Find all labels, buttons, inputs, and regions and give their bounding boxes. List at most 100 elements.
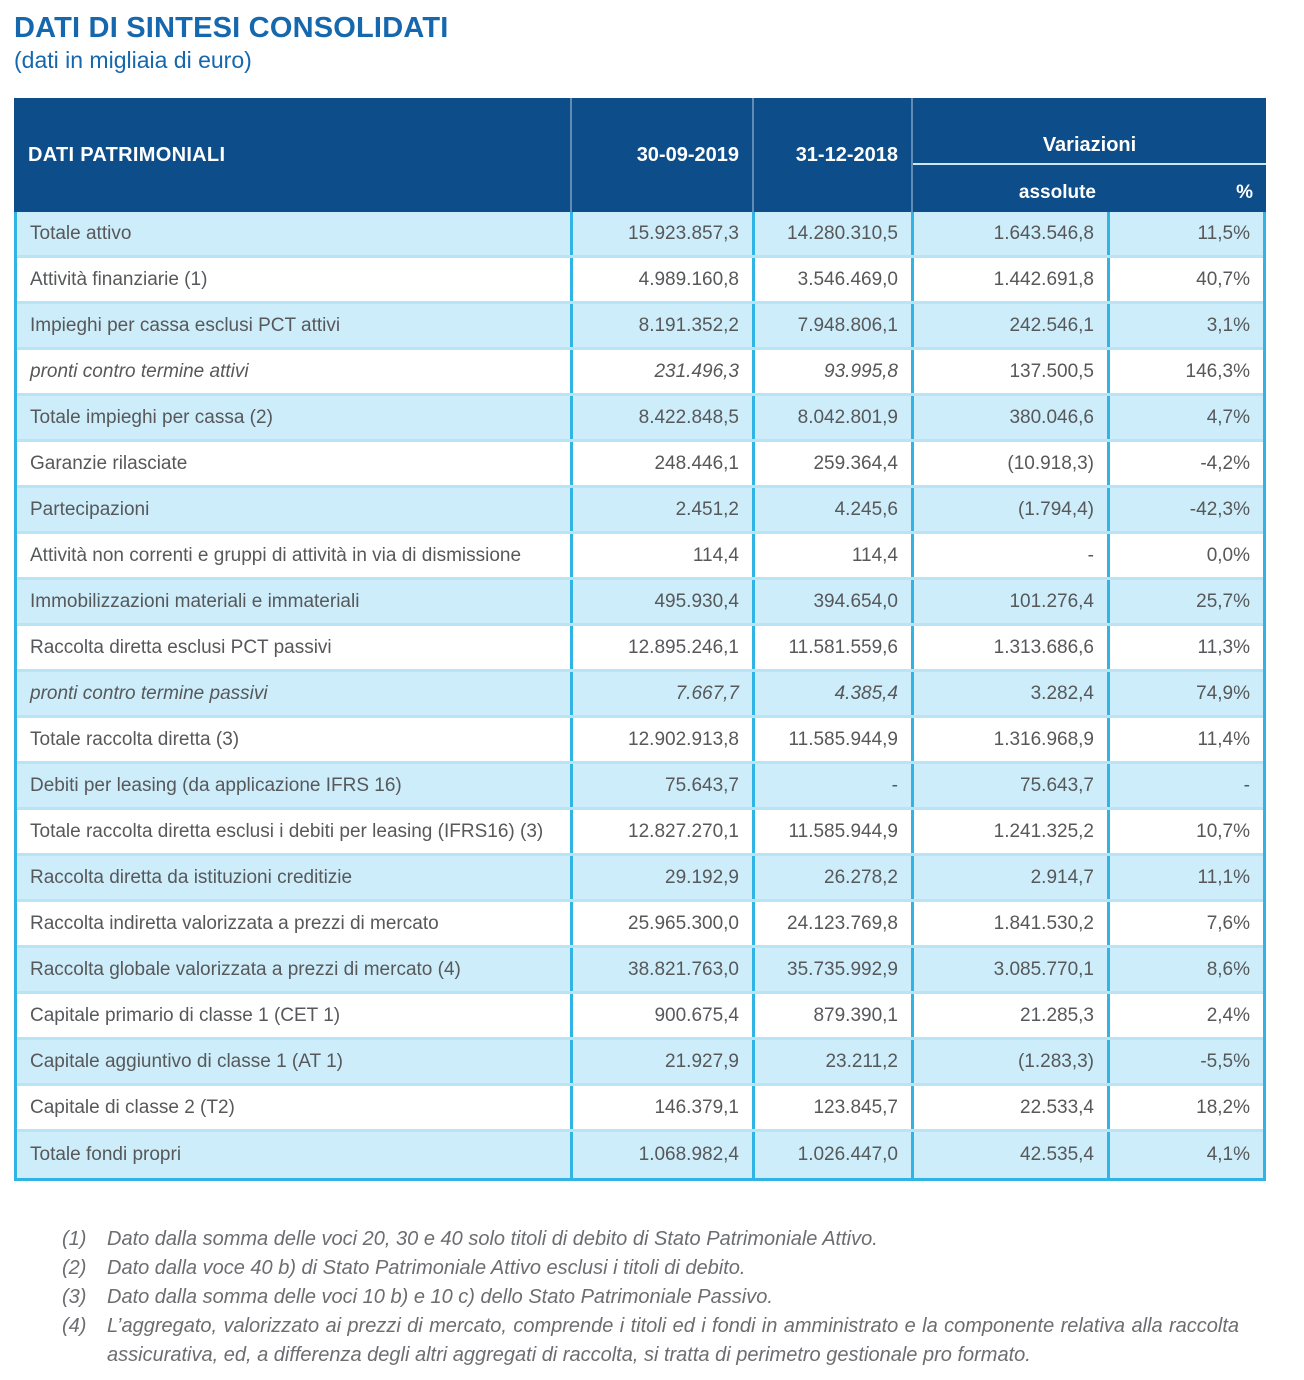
row-value-assolute: 380.046,6 xyxy=(911,396,1107,440)
header-assolute: assolute xyxy=(1018,182,1096,204)
row-value-percent: 10,7% xyxy=(1107,810,1263,854)
row-label: Immobilizzazioni materiali e immateriali xyxy=(30,590,360,612)
header-col-30-09-2019: 30-09-2019 xyxy=(570,98,752,213)
table-row: Attività finanziarie (1) 4.989.160,8 3.5… xyxy=(17,258,1263,305)
row-label: pronti contro termine attivi xyxy=(30,360,249,382)
row-value-2019: 900.675,4 xyxy=(570,994,752,1038)
row-value-2019: 29.192,9 xyxy=(570,856,752,900)
row-label: Debiti per leasing (da applicazione IFRS… xyxy=(30,774,402,796)
row-value-percent: -4,2% xyxy=(1107,442,1263,486)
table-row: pronti contro termine attivi 231.496,3 9… xyxy=(17,350,1263,397)
page-subtitle: (dati in migliaia di euro) xyxy=(14,47,252,74)
table-row: Partecipazioni 2.451,2 4.245,6 (1.794,4)… xyxy=(17,488,1263,535)
row-value-percent: 0,0% xyxy=(1107,534,1263,578)
table-row: Attività non correnti e gruppi di attivi… xyxy=(17,534,1263,581)
row-label: Impieghi per cassa esclusi PCT attivi xyxy=(30,314,341,336)
footnote: (1) Dato dalla somma delle voci 20, 30 e… xyxy=(62,1225,1304,1254)
row-value-percent: 11,4% xyxy=(1107,718,1263,762)
row-value-assolute: (1.794,4) xyxy=(911,488,1107,532)
table-row: Totale attivo 15.923.857,3 14.280.310,5 … xyxy=(17,212,1263,259)
row-value-2018: 123.845,7 xyxy=(752,1086,911,1130)
header-variazioni: Variazioni xyxy=(913,98,1266,166)
row-value-2018: 4.245,6 xyxy=(752,488,911,532)
row-label: Totale fondi propri xyxy=(30,1144,182,1166)
row-value-2018: 23.211,2 xyxy=(752,1040,911,1084)
row-value-2019: 12.895.246,1 xyxy=(570,626,752,670)
row-label: Raccolta diretta da istituzioni creditiz… xyxy=(30,866,353,888)
row-label: Attività finanziarie (1) xyxy=(30,268,208,290)
row-value-assolute: 1.316.968,9 xyxy=(911,718,1107,762)
row-label: pronti contro termine passivi xyxy=(30,682,268,704)
row-value-percent: 18,2% xyxy=(1107,1086,1263,1130)
row-value-assolute: - xyxy=(911,534,1107,578)
footnote-text: Dato dalla voce 40 b) di Stato Patrimoni… xyxy=(107,1257,746,1280)
table-row: Impieghi per cassa esclusi PCT attivi 8.… xyxy=(17,304,1263,351)
row-value-2018: 3.546.469,0 xyxy=(752,258,911,302)
table-row: Capitale aggiuntivo di classe 1 (AT 1) 2… xyxy=(17,1040,1263,1087)
row-value-assolute: 1.313.686,6 xyxy=(911,626,1107,670)
row-value-2019: 21.927,9 xyxy=(570,1040,752,1084)
footnote-text: L’aggregato, valorizzato ai prezzi di me… xyxy=(107,1315,1239,1367)
row-value-percent: 4,7% xyxy=(1107,396,1263,440)
row-value-percent: 11,1% xyxy=(1107,856,1263,900)
footnote-text: Dato dalla somma delle voci 10 b) e 10 c… xyxy=(107,1286,773,1309)
row-value-percent: 3,1% xyxy=(1107,304,1263,348)
footnote: (3) Dato dalla somma delle voci 10 b) e … xyxy=(62,1283,1304,1312)
row-label: Totale raccolta diretta (3) xyxy=(30,728,240,750)
row-value-2019: 38.821.763,0 xyxy=(570,948,752,992)
row-label: Garanzie rilasciate xyxy=(30,452,188,474)
footnote-number: (3) xyxy=(62,1286,87,1309)
row-value-2019: 7.667,7 xyxy=(570,672,752,716)
row-value-2018: 11.585.944,9 xyxy=(752,718,911,762)
row-label: Raccolta indiretta valorizzata a prezzi … xyxy=(30,912,439,934)
row-label: Totale impieghi per cassa (2) xyxy=(30,406,273,428)
footnote-text: Dato dalla somma delle voci 20, 30 e 40 … xyxy=(107,1228,878,1251)
row-value-2019: 15.923.857,3 xyxy=(570,212,752,256)
row-value-2019: 12.902.913,8 xyxy=(570,718,752,762)
row-value-2018: 35.735.992,9 xyxy=(752,948,911,992)
row-value-2018: - xyxy=(752,764,911,808)
page-title: DATI DI SINTESI CONSOLIDATI xyxy=(14,12,449,44)
row-value-percent: 8,6% xyxy=(1107,948,1263,992)
row-value-2019: 1.068.982,4 xyxy=(570,1132,752,1179)
row-value-percent: 146,3% xyxy=(1107,350,1263,394)
row-value-percent: 7,6% xyxy=(1107,902,1263,946)
row-value-percent: 11,3% xyxy=(1107,626,1263,670)
row-value-assolute: 75.643,7 xyxy=(911,764,1107,808)
row-value-percent: -42,3% xyxy=(1107,488,1263,532)
row-value-2018: 114,4 xyxy=(752,534,911,578)
row-value-2018: 4.385,4 xyxy=(752,672,911,716)
row-value-2019: 4.989.160,8 xyxy=(570,258,752,302)
table-row: Totale raccolta diretta (3) 12.902.913,8… xyxy=(17,718,1263,765)
row-value-percent: 74,9% xyxy=(1107,672,1263,716)
table-row: Immobilizzazioni materiali e immateriali… xyxy=(17,580,1263,627)
row-value-percent: 4,1% xyxy=(1107,1132,1263,1179)
table-header: DATI PATRIMONIALI 30-09-2019 31-12-2018 … xyxy=(14,98,1266,213)
row-value-percent: 11,5% xyxy=(1107,212,1263,256)
header-percent: % xyxy=(1236,182,1253,204)
row-label: Raccolta globale valorizzata a prezzi di… xyxy=(30,958,461,980)
table-row: Raccolta diretta da istituzioni creditiz… xyxy=(17,856,1263,903)
row-value-2019: 2.451,2 xyxy=(570,488,752,532)
row-value-assolute: 22.533,4 xyxy=(911,1086,1107,1130)
row-value-assolute: 101.276,4 xyxy=(911,580,1107,624)
summary-table: DATI PATRIMONIALI 30-09-2019 31-12-2018 … xyxy=(14,98,1266,1182)
row-value-2018: 11.585.944,9 xyxy=(752,810,911,854)
header-col-31-12-2018: 31-12-2018 xyxy=(752,98,911,213)
row-value-percent: 25,7% xyxy=(1107,580,1263,624)
row-value-2018: 394.654,0 xyxy=(752,580,911,624)
footnotes: (1) Dato dalla somma delle voci 20, 30 e… xyxy=(62,1225,1304,1370)
row-value-2018: 879.390,1 xyxy=(752,994,911,1038)
row-value-2018: 11.581.559,6 xyxy=(752,626,911,670)
row-value-2019: 25.965.300,0 xyxy=(570,902,752,946)
row-label: Raccolta diretta esclusi PCT passivi xyxy=(30,636,332,658)
table-row: Raccolta globale valorizzata a prezzi di… xyxy=(17,948,1263,995)
row-label: Totale attivo xyxy=(30,222,132,244)
row-value-assolute: 2.914,7 xyxy=(911,856,1107,900)
footnote: (4) L’aggregato, valorizzato ai prezzi d… xyxy=(62,1312,1304,1370)
footnote: (2) Dato dalla voce 40 b) di Stato Patri… xyxy=(62,1254,1304,1283)
row-value-percent: 40,7% xyxy=(1107,258,1263,302)
row-label: Totale raccolta diretta esclusi i debiti… xyxy=(30,820,544,842)
table-row: Totale fondi propri 1.068.982,4 1.026.44… xyxy=(17,1132,1263,1179)
row-value-2019: 75.643,7 xyxy=(570,764,752,808)
